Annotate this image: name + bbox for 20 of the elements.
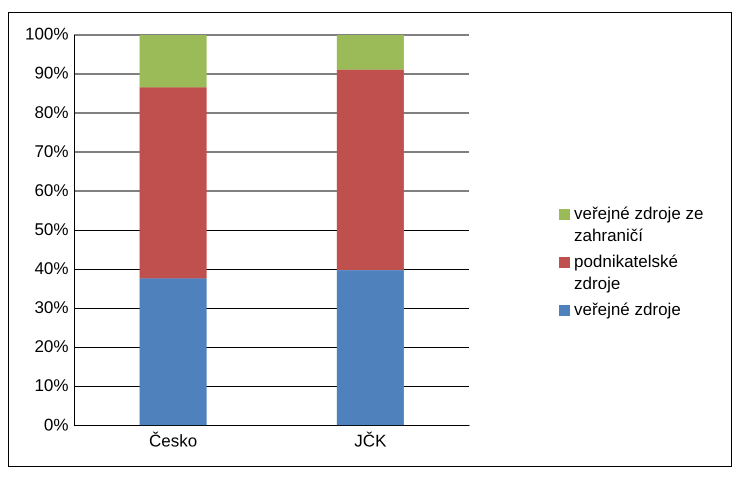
- y-tick-label: 70%: [34, 142, 68, 161]
- bar: [336, 270, 404, 426]
- y-tick-label: 0%: [44, 415, 68, 434]
- y-tick-label: 60%: [34, 180, 68, 200]
- y-tick-label: 100%: [24, 24, 68, 44]
- legend-label: veřejné zdroje: [574, 299, 681, 321]
- bar: [336, 70, 404, 270]
- y-tick-label: 20%: [34, 337, 68, 356]
- bar: [140, 278, 207, 426]
- bar: [140, 87, 207, 278]
- y-tick-label: 50%: [34, 220, 68, 239]
- bar: [336, 35, 404, 70]
- y-tick-label: 30%: [34, 298, 68, 318]
- x-tick-label: Česko: [149, 431, 198, 450]
- y-tick-label: 90%: [34, 64, 68, 83]
- x-tick-label: JČK: [354, 431, 388, 450]
- y-tick-label: 40%: [34, 259, 68, 278]
- y-tick-label: 10%: [34, 376, 68, 396]
- y-tick-label: 80%: [34, 102, 68, 122]
- bar: [140, 35, 207, 88]
